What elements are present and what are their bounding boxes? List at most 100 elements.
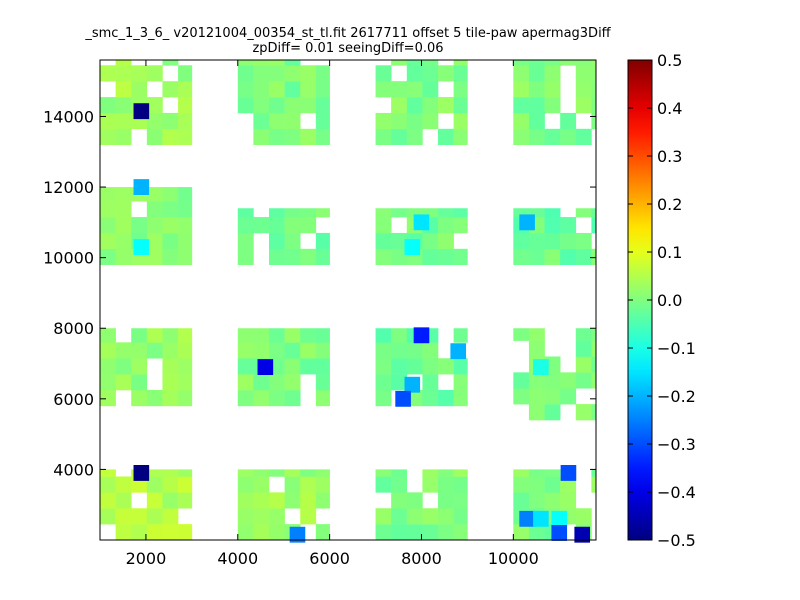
heatmap-cell (375, 508, 392, 525)
heatmap-cell (528, 128, 545, 145)
heatmap-cell (284, 342, 301, 359)
heatmap-cell (453, 208, 468, 218)
heatmap-cell (269, 97, 285, 114)
heatmap-cell (375, 81, 392, 98)
heatmap-cell (315, 492, 330, 509)
heatmap-cell (575, 340, 592, 357)
heatmap-cell (422, 342, 439, 359)
heatmap-cell (513, 388, 530, 405)
heatmap-cell (453, 508, 468, 525)
heatmap-cell (575, 65, 592, 82)
heatmap-cell (560, 372, 577, 389)
heatmap-cell (131, 81, 148, 98)
heatmap-cell (438, 508, 454, 525)
heatmap-cell (528, 492, 545, 509)
heatmap-cell (162, 374, 179, 391)
heatmap-cell (253, 112, 270, 130)
heatmap-cell (237, 65, 254, 82)
heatmap-cell (146, 112, 163, 130)
heatmap-cell (253, 128, 270, 145)
heatmap-cell (178, 248, 193, 265)
heatmap-cell (391, 469, 408, 477)
heatmap-cell (375, 328, 392, 343)
heatmap-outlier-cell (519, 510, 535, 527)
colorbar-tick-label: 0.2 (657, 195, 682, 214)
heatmap-cell (591, 217, 597, 234)
heatmap-cell (513, 248, 530, 265)
heatmap-cell (438, 358, 454, 375)
heatmap-cell (513, 328, 530, 341)
heatmap-cell (253, 81, 270, 98)
heatmap-cell (146, 328, 163, 343)
heatmap-cell (544, 388, 561, 405)
heatmap-cell (513, 372, 530, 389)
heatmap-cell (375, 217, 392, 234)
heatmap-cell (237, 208, 254, 218)
heatmap-cell (146, 469, 163, 477)
heatmap-cell (453, 328, 468, 343)
heatmap-cell (146, 342, 163, 359)
heatmap-cell (528, 65, 545, 82)
heatmap-cell (375, 374, 392, 391)
heatmap-outlier-cell (560, 465, 577, 481)
heatmap-cell (391, 476, 408, 493)
heatmap-cell (544, 232, 561, 250)
heatmap-cell (237, 81, 254, 98)
heatmap-cell (131, 390, 148, 407)
heatmap-cell (284, 217, 301, 234)
heatmap-cell (375, 248, 392, 265)
heatmap-cell (315, 112, 330, 130)
heatmap-cell (300, 328, 317, 343)
heatmap-cell (115, 476, 132, 493)
x-tick-label: 10000 (488, 549, 539, 568)
heatmap-cell (391, 524, 408, 541)
y-tick-label: 8000 (53, 319, 94, 338)
heatmap-cell (391, 248, 408, 265)
colorbar-tick-label: −0.2 (657, 387, 696, 406)
heatmap-cell (315, 97, 330, 114)
heatmap-cell (253, 476, 270, 493)
heatmap-cell (591, 476, 597, 493)
heatmap-cell (253, 217, 270, 234)
heatmap-cell (300, 342, 317, 359)
heatmap-cell (375, 342, 392, 359)
heatmap-cell (438, 390, 454, 407)
heatmap-cell (453, 469, 468, 477)
heatmap-cell (269, 217, 285, 234)
heatmap-cell (269, 492, 285, 509)
chart-title-line-1: _smc_1_3_6_ v20121004_00354_st_tl.fit 26… (84, 26, 611, 41)
heatmap-cell (453, 390, 468, 407)
heatmap-cell (560, 60, 577, 66)
heatmap-cell (300, 358, 317, 375)
heatmap-cell (528, 388, 545, 405)
heatmap-cell (575, 97, 592, 114)
heatmap-cells (100, 60, 597, 543)
heatmap-cell (269, 232, 285, 250)
heatmap-cell (513, 128, 530, 145)
heatmap-cell (453, 65, 468, 82)
heatmap-cell (591, 208, 597, 218)
heatmap-cell (146, 476, 163, 493)
heatmap-cell (100, 187, 116, 202)
heatmap-cell (100, 201, 116, 218)
heatmap-cell (115, 128, 132, 145)
chart-title-line-2: zpDiff= 0.01 seeingDiff=0.06 (252, 41, 443, 56)
x-tick-label: 8000 (401, 549, 442, 568)
heatmap-outlier-cell (133, 465, 150, 481)
heatmap-cell (178, 81, 193, 98)
heatmap-outlier-cell (551, 510, 568, 527)
heatmap-cell (375, 358, 392, 375)
heatmap-cell (575, 508, 592, 525)
heatmap-cell (284, 328, 301, 343)
heatmap-cell (284, 81, 301, 98)
colorbar-tick-label: 0.1 (657, 243, 682, 262)
heatmap-cell (391, 81, 408, 98)
heatmap-cell (100, 492, 116, 509)
heatmap-cell (544, 469, 561, 477)
heatmap-cell (300, 492, 317, 509)
heatmap-cell (284, 60, 301, 66)
heatmap-cell (391, 232, 408, 250)
heatmap-cell (544, 372, 561, 389)
heatmap-cell (513, 492, 530, 509)
heatmap-cell (575, 404, 592, 421)
